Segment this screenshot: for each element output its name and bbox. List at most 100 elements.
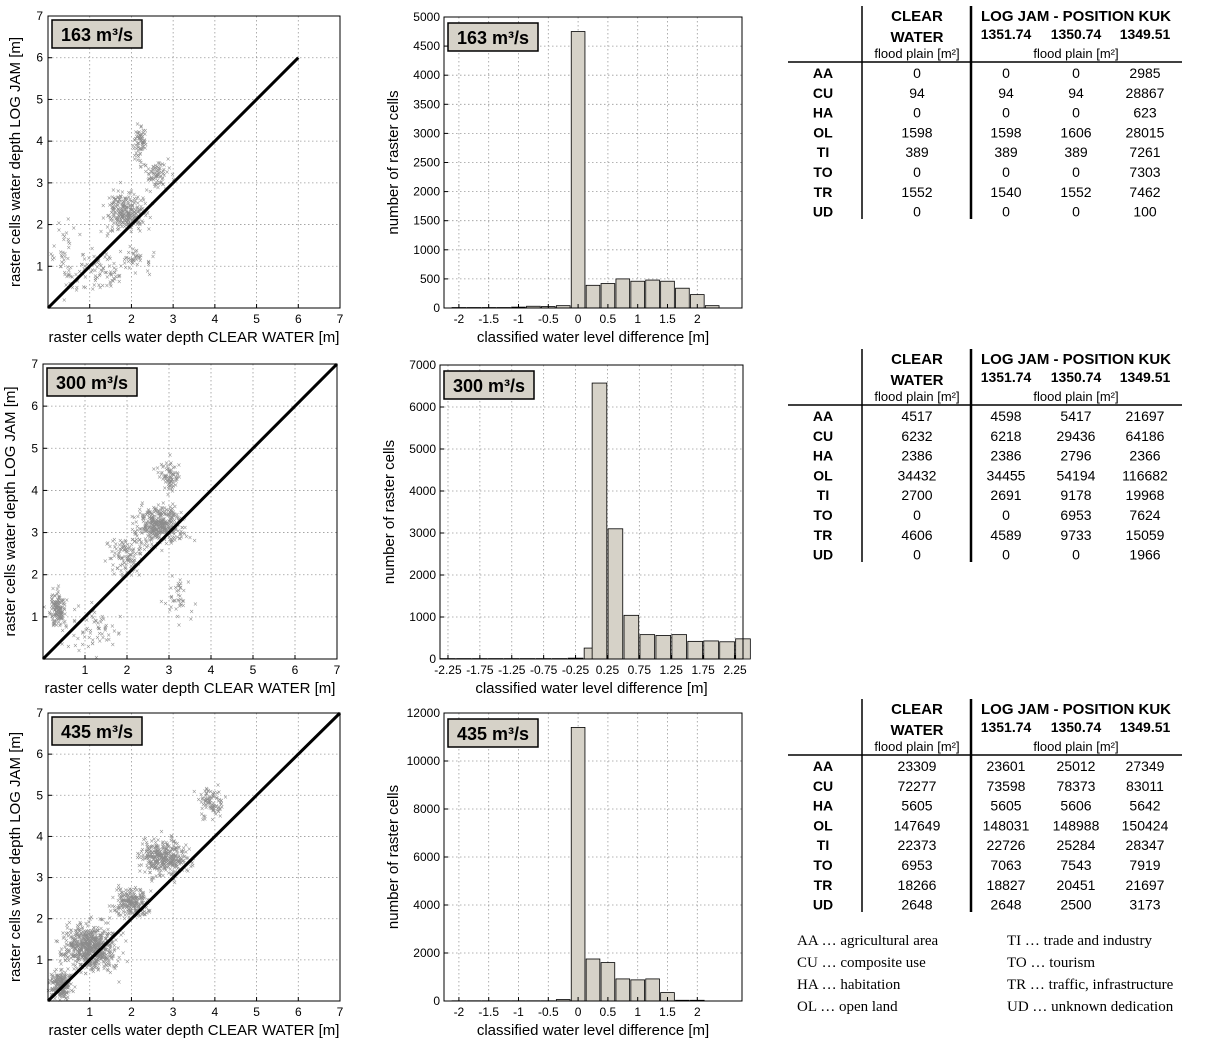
flow-badge: [51, 19, 143, 49]
data-point: ×: [166, 477, 171, 484]
data-point: ×: [118, 248, 123, 255]
data-point: ×: [159, 598, 164, 605]
data-point: ×: [126, 258, 131, 265]
row-code: TR: [814, 527, 833, 543]
data-point: ×: [153, 174, 158, 181]
data-point: ×: [166, 474, 171, 481]
data-point: ×: [57, 227, 62, 234]
data-point: ×: [171, 472, 176, 479]
data-point: ×: [178, 535, 183, 542]
data-point: ×: [150, 517, 155, 524]
data-point: ×: [179, 510, 184, 517]
data-point: ×: [109, 216, 114, 223]
data-point: ×: [174, 512, 179, 519]
data-point: ×: [173, 470, 178, 477]
data-point: ×: [132, 209, 137, 216]
data-point: ×: [100, 635, 105, 642]
data-point: ×: [159, 470, 164, 477]
data-point: ×: [117, 954, 122, 961]
data-point: ×: [64, 230, 69, 237]
data-point: ×: [122, 204, 127, 211]
data-point: ×: [159, 510, 164, 517]
data-point: ×: [92, 261, 97, 268]
data-point: ×: [125, 210, 130, 217]
data-point: ×: [156, 532, 161, 539]
data-point: ×: [116, 210, 121, 217]
data-point: ×: [146, 525, 151, 532]
table-cell: 28347: [1126, 837, 1165, 853]
data-point: ×: [96, 282, 101, 289]
data-point: ×: [113, 274, 118, 281]
scatter-plot-1: × ××××××××× × ××××× ××××××××× ×××××××××××××××…: [7, 9, 344, 346]
flow-badge-label: 163 m³/s: [457, 28, 529, 48]
data-point: ×: [144, 512, 149, 519]
data-point: ×: [54, 611, 59, 618]
table-cell: 0: [1002, 204, 1010, 220]
y-tick-label: 6: [36, 747, 43, 761]
row-code: UD: [813, 897, 833, 913]
data-point: ×: [203, 798, 208, 805]
data-point: ×: [121, 198, 126, 205]
data-point: ×: [167, 480, 172, 487]
data-point: ×: [120, 214, 125, 221]
data-point: ×: [137, 221, 142, 228]
data-point: ×: [161, 168, 166, 175]
data-point: ×: [155, 529, 160, 536]
data-point: ×: [164, 521, 169, 528]
data-point: ×: [133, 136, 138, 143]
data-point: ×: [131, 215, 136, 222]
table-cell: 2500: [1060, 897, 1091, 913]
data-point: ×: [150, 535, 155, 542]
data-point: ×: [153, 518, 158, 525]
data-point: ×: [179, 602, 184, 609]
data-point: ×: [140, 218, 145, 225]
data-point: ×: [85, 262, 90, 269]
data-point: ×: [136, 226, 141, 233]
data-point: ×: [186, 579, 191, 586]
y-tick-label: 5: [31, 441, 38, 455]
data-point: ×: [116, 631, 121, 638]
x-tick-label: 2: [128, 312, 135, 326]
data-point: ×: [139, 862, 144, 869]
legend-row: CU … composite use TO … tourism: [797, 952, 1217, 974]
clear-water-unit: flood plain [m²]: [874, 739, 959, 754]
data-point: ×: [126, 214, 131, 221]
data-point: ×: [167, 516, 172, 523]
row-code: TO: [813, 164, 832, 180]
data-point: ×: [166, 523, 171, 530]
y-tick-label: 2000: [413, 185, 440, 199]
data-point: ×: [82, 634, 87, 641]
data-point: ×: [52, 243, 57, 250]
data-point: ×: [120, 215, 125, 222]
data-point: ×: [138, 164, 143, 171]
data-point: ×: [90, 246, 95, 253]
data-point: ×: [162, 524, 167, 531]
y-tick-label: 1: [31, 610, 38, 624]
data-point: ×: [56, 615, 61, 622]
table-cell: 28867: [1126, 85, 1165, 101]
data-point: ×: [127, 197, 132, 204]
table-cell: 389: [1064, 144, 1088, 160]
data-point: ×: [110, 207, 115, 214]
data-point: ×: [167, 509, 172, 516]
data-point: ×: [158, 519, 163, 526]
data-point: ×: [117, 279, 122, 286]
x-tick-label: 7: [337, 1005, 344, 1019]
table-cell: 0: [913, 105, 921, 121]
data-point: ×: [124, 212, 129, 219]
data-point: ×: [169, 476, 174, 483]
data-point: ×: [171, 512, 176, 519]
data-point: ×: [169, 848, 174, 855]
data-point: ×: [169, 486, 174, 493]
data-point: ×: [102, 930, 107, 937]
table-cell: 1606: [1060, 124, 1091, 140]
data-point: ×: [117, 213, 122, 220]
table-cell: 73598: [987, 778, 1026, 794]
data-point: ×: [135, 157, 140, 164]
histogram-bar: [623, 614, 640, 660]
data-point: ×: [130, 202, 135, 209]
table-cell: 389: [905, 144, 929, 160]
data-point: ×: [49, 986, 54, 993]
data-point: ×: [162, 473, 167, 480]
data-point: ×: [146, 507, 151, 514]
